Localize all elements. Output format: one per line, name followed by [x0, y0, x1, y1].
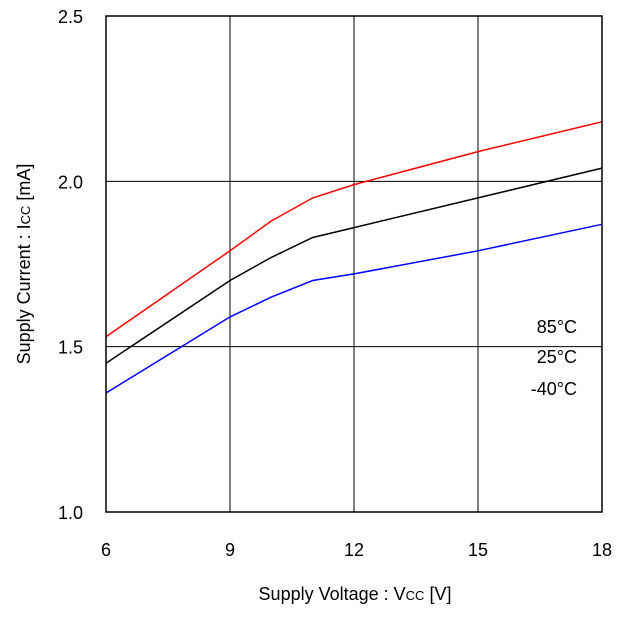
y-tick-label: 1.5: [58, 338, 83, 358]
y-axis-label: Supply Current : ICC [mA]: [14, 164, 34, 365]
y-tick-label: 1.0: [58, 503, 83, 523]
legend-entry: 85°C: [537, 317, 577, 337]
legend-entry: -40°C: [531, 379, 577, 399]
series-line: [105, 121, 603, 338]
x-axis-label-unit: [V]: [424, 584, 451, 604]
y-tick-label: 2.0: [58, 172, 83, 192]
legend: 85°C 25°C -40°C: [531, 317, 577, 399]
x-tick-label: 12: [344, 540, 364, 560]
x-tick-label: 18: [592, 540, 612, 560]
y-tick-label: 2.5: [58, 7, 83, 27]
x-axis-label: Supply Voltage : VCC [V]: [259, 584, 452, 604]
plot-area-frame: [105, 15, 603, 513]
y-axis-label-subscript: CC: [18, 206, 33, 225]
legend-entry: 25°C: [537, 347, 577, 367]
x-tick-labels: 6 9 12 15 18: [101, 540, 612, 560]
series-lines: [105, 121, 603, 394]
x-axis-label-main: Supply Voltage : V: [259, 584, 406, 604]
y-axis-label-main: Supply Current : I: [14, 224, 34, 364]
y-axis-label-unit: [mA]: [14, 164, 34, 206]
series-line: [105, 223, 603, 394]
y-tick-labels: 1.0 1.5 2.0 2.5: [58, 7, 83, 523]
x-axis-label-subscript: CC: [406, 588, 425, 603]
x-tick-label: 15: [468, 540, 488, 560]
series-line: [105, 167, 603, 364]
grid: [106, 16, 602, 512]
x-tick-label: 9: [225, 540, 235, 560]
x-tick-label: 6: [101, 540, 111, 560]
